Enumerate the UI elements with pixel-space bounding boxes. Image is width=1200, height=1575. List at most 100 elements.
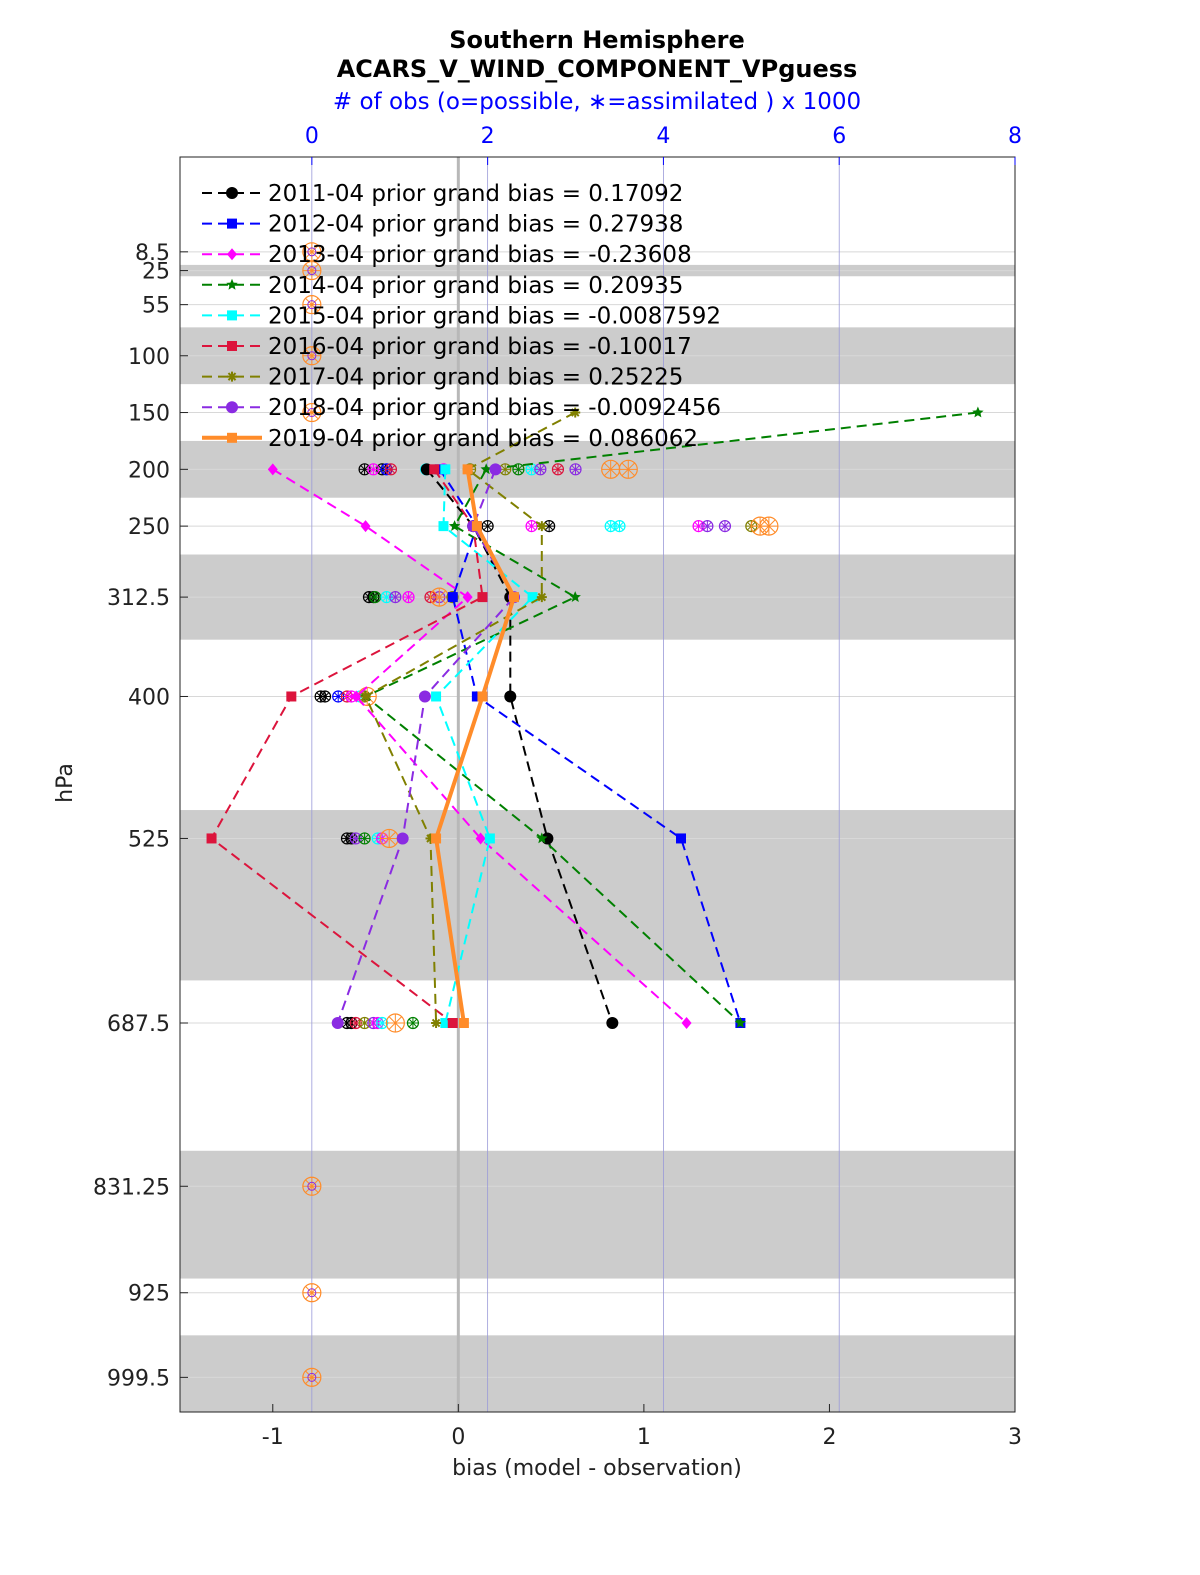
legend-marker <box>227 218 237 229</box>
x-tick-label: 1 <box>637 1425 651 1450</box>
obs-count-marker <box>701 520 714 533</box>
obs-assimilated-stroke <box>305 245 319 259</box>
series-point <box>681 1017 692 1030</box>
series-point <box>462 464 473 475</box>
series-point <box>477 691 488 702</box>
y-tick-label: 312.5 <box>107 586 170 611</box>
series-point <box>429 464 440 475</box>
obs-assimilated-stroke <box>404 592 413 602</box>
obs-count-marker <box>406 1016 420 1030</box>
series-point <box>351 690 362 703</box>
legend-entry: 2015-04 prior grand bias = -0.0087592 <box>202 303 721 329</box>
y-tick-label: 55 <box>142 294 170 319</box>
y-tick-label: 525 <box>128 827 170 852</box>
obs-assimilated-stroke <box>720 521 730 531</box>
asterisk-stroke <box>431 1018 441 1028</box>
obs-count-marker <box>358 832 371 845</box>
obs-assimilated-stroke <box>382 831 396 846</box>
obs-assimilated-stroke <box>370 592 380 602</box>
obs-count-marker <box>525 520 538 533</box>
series-point <box>431 833 442 844</box>
obs-zero-marker <box>302 295 322 315</box>
series-point <box>972 406 984 418</box>
series-line <box>438 468 742 1024</box>
obs-assimilated-stroke <box>553 465 563 474</box>
obs-zero-marker <box>302 260 322 281</box>
legend-entry: 2016-04 prior grand bias = -0.10017 <box>202 334 692 360</box>
series-point <box>536 832 548 844</box>
series-point <box>676 833 686 844</box>
obs-count-marker <box>569 463 582 476</box>
series-point <box>570 407 581 418</box>
series-line <box>210 468 484 1024</box>
series-point <box>331 1017 344 1030</box>
series-point <box>536 592 547 603</box>
series-point <box>434 464 445 475</box>
obs-assimilated-stroke <box>391 592 400 602</box>
y-tick-label: 687.5 <box>107 1012 170 1037</box>
series-point <box>360 691 371 702</box>
series-point <box>448 520 461 531</box>
series-point <box>431 1018 442 1029</box>
series-point <box>447 592 458 603</box>
obs-count-marker <box>481 520 494 533</box>
obs-count-marker <box>402 591 415 604</box>
y-tick-label: 200 <box>128 458 170 483</box>
y-tick-label: 400 <box>128 685 170 710</box>
level-band <box>180 1150 1015 1279</box>
legend-label: 2016-04 prior grand bias = -0.10017 <box>268 334 692 360</box>
top-tick-label: 6 <box>832 124 846 149</box>
series-point <box>396 832 409 845</box>
y-tick-label: 999.5 <box>107 1366 170 1391</box>
series-point <box>418 690 431 703</box>
asterisk-stroke <box>570 408 580 417</box>
obs-count-marker <box>718 520 732 533</box>
obs-count-marker <box>369 591 382 604</box>
obs-assimilated-stroke <box>360 465 369 474</box>
legend-label: 2017-04 prior grand bias = 0.25225 <box>268 365 683 391</box>
legend-marker <box>226 278 238 290</box>
obs-assimilated-stroke <box>333 692 343 701</box>
asterisk-stroke <box>361 692 370 701</box>
obs-assimilated-stroke <box>305 349 319 363</box>
obs-assimilated-stroke <box>320 692 330 701</box>
obs-assimilated-stroke <box>527 521 536 531</box>
obs-count-marker <box>534 463 547 476</box>
legend-label: 2014-04 prior grand bias = 0.20935 <box>268 273 683 299</box>
y-tick-label: 100 <box>128 345 170 370</box>
obs-assimilated-stroke <box>621 462 635 477</box>
obs-assimilated-stroke <box>544 521 554 531</box>
obs-assimilated-stroke <box>386 465 396 474</box>
obs-assimilated-stroke <box>382 592 391 602</box>
obs-count-marker <box>543 520 556 533</box>
series-point <box>477 592 488 603</box>
series-point <box>484 833 495 844</box>
obs-zero-inner <box>307 247 317 257</box>
obs-assimilated-stroke <box>703 521 712 531</box>
plot-frame <box>179 156 1016 1413</box>
obs-assimilated-stroke <box>408 1018 418 1028</box>
series-point <box>536 521 547 532</box>
obs-assimilated-stroke <box>351 834 361 843</box>
obs-assimilated-stroke <box>360 834 369 843</box>
asterisk-stroke <box>537 521 547 531</box>
legend-entry: 2011-04 prior grand bias = 0.17092 <box>202 181 683 207</box>
obs-assimilated-stroke <box>615 521 624 531</box>
obs-zero-marker <box>302 242 322 262</box>
series-point <box>286 691 297 702</box>
obs-assimilated-stroke <box>606 521 615 531</box>
obs-count-marker <box>384 463 398 476</box>
obs-count-marker <box>601 459 621 479</box>
obs-assimilated-stroke <box>694 521 703 531</box>
legend-entry: 2019-04 prior grand bias = 0.086062 <box>202 426 698 452</box>
legend-label: 2015-04 prior grand bias = -0.0087592 <box>268 303 721 329</box>
series-point <box>504 690 517 703</box>
series-point <box>606 1017 619 1030</box>
series-line <box>434 468 516 1024</box>
y-tick-label: 925 <box>128 1282 170 1307</box>
obs-count-marker <box>551 463 565 476</box>
obs-count-marker <box>385 1013 405 1033</box>
obs-zero-inner <box>307 1288 317 1298</box>
series-point <box>206 833 217 844</box>
legend: 2011-04 prior grand bias = 0.17092 2012-0… <box>202 181 721 452</box>
